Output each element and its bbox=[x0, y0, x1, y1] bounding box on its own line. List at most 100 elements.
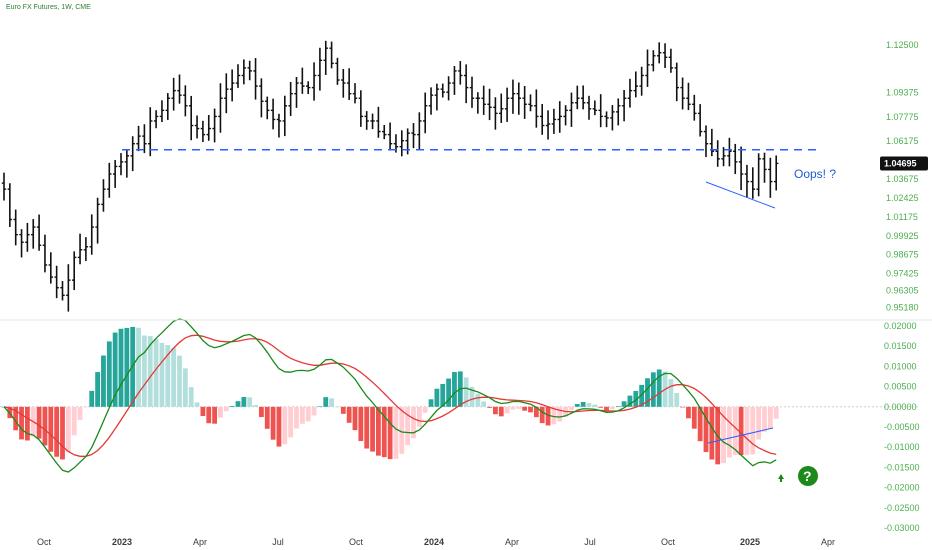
macd-histogram-bar bbox=[744, 406, 750, 455]
macd-tick-label: -0.03000 bbox=[884, 523, 920, 533]
macd-histogram-bar bbox=[294, 406, 299, 429]
macd-histogram-bar bbox=[393, 406, 399, 459]
macd-histogram-bar bbox=[574, 404, 580, 407]
price-bar bbox=[423, 92, 428, 134]
price-bar bbox=[247, 60, 252, 81]
price-bar bbox=[563, 105, 568, 126]
price-bar bbox=[499, 93, 504, 123]
question-mark-glyph: ? bbox=[803, 468, 812, 484]
price-bar bbox=[405, 128, 410, 155]
price-bar bbox=[83, 237, 89, 262]
price-bar bbox=[592, 100, 598, 116]
price-bar bbox=[627, 78, 633, 108]
price-bar bbox=[452, 66, 457, 95]
price-bar bbox=[241, 59, 247, 85]
macd-histogram-bar bbox=[282, 406, 288, 445]
price-bar bbox=[692, 94, 697, 121]
macd-histogram-bar bbox=[335, 406, 340, 408]
price-bar bbox=[475, 92, 481, 114]
price-bar bbox=[165, 93, 170, 120]
price-bar bbox=[183, 85, 188, 117]
macd-histogram-bar bbox=[89, 390, 95, 407]
x-tick-label: Oct bbox=[37, 537, 52, 547]
price-tick-label: 0.96305 bbox=[886, 286, 919, 296]
macd-histogram-bar bbox=[709, 406, 715, 460]
macd-histogram-bar bbox=[253, 405, 258, 407]
price-bar bbox=[715, 140, 720, 167]
macd-histogram-bar bbox=[773, 406, 779, 419]
price-bar bbox=[311, 62, 317, 101]
macd-histogram-bar bbox=[13, 406, 19, 431]
macd-line bbox=[3, 318, 777, 473]
price-bar bbox=[212, 108, 217, 143]
x-tick-label: Oct bbox=[349, 537, 364, 547]
price-bar bbox=[686, 82, 691, 111]
macd-histogram-bar bbox=[592, 404, 598, 407]
price-bar bbox=[504, 87, 510, 122]
macd-histogram-bar bbox=[586, 403, 592, 407]
macd-histogram-bar bbox=[77, 406, 83, 420]
axes: 1.12500 1.09375 1.07775 1.06175 1.03675 1.024… bbox=[0, 40, 932, 547]
price-bar bbox=[738, 146, 744, 191]
macd-histogram-bar bbox=[153, 339, 159, 407]
price-bar bbox=[101, 179, 106, 212]
macd-histogram-bar bbox=[516, 406, 522, 409]
macd-histogram-bar bbox=[159, 342, 165, 407]
macd-histogram-bar bbox=[650, 372, 656, 407]
macd-histogram-bar bbox=[218, 406, 223, 418]
macd-histogram-bar bbox=[434, 388, 440, 407]
price-bar bbox=[317, 47, 323, 91]
price-bar bbox=[463, 64, 469, 104]
macd-histogram-bar bbox=[604, 406, 609, 411]
macd-histogram-bar bbox=[691, 406, 697, 429]
macd-histogram-bar bbox=[545, 406, 551, 426]
price-bar bbox=[72, 251, 77, 291]
macd-histogram-bar bbox=[727, 406, 732, 458]
macd-histogram-bar bbox=[212, 406, 217, 424]
macd-histogram-bar bbox=[370, 406, 375, 452]
macd-histogram-bar bbox=[522, 406, 528, 411]
macd-histogram-bar bbox=[346, 406, 352, 423]
price-bar bbox=[253, 58, 258, 100]
price-bar bbox=[744, 164, 750, 198]
price-tick-label: 1.09375 bbox=[886, 88, 919, 98]
x-tick-label: Apr bbox=[505, 537, 519, 547]
macd-histogram-bar bbox=[171, 347, 177, 407]
price-bar bbox=[551, 108, 557, 134]
macd-histogram-bar bbox=[124, 327, 130, 407]
macd-histogram-bar bbox=[615, 406, 621, 407]
macd-histogram-bar bbox=[60, 406, 65, 460]
price-bar bbox=[674, 62, 679, 102]
macd-histogram-bar bbox=[194, 402, 200, 407]
macd-signal-line bbox=[3, 334, 777, 457]
price-bar bbox=[411, 123, 416, 149]
macd-tick-label: 0.00500 bbox=[884, 382, 917, 392]
x-tick-label: Apr bbox=[821, 537, 835, 547]
macd-histogram-bar bbox=[106, 341, 112, 407]
macd-histogram-bar bbox=[323, 397, 329, 407]
price-bar bbox=[428, 87, 434, 115]
macd-histogram-bar bbox=[452, 372, 457, 407]
price-bar bbox=[703, 125, 709, 158]
price-bar bbox=[177, 74, 182, 104]
macd-histogram-bar bbox=[422, 406, 428, 413]
macd-histogram-bar bbox=[539, 406, 545, 424]
macd-histogram-bar bbox=[188, 387, 194, 407]
price-tick-label: 0.97425 bbox=[886, 269, 919, 279]
price-bar bbox=[7, 183, 13, 228]
price-tick-label: 1.06175 bbox=[886, 136, 919, 146]
macd-histogram-bar bbox=[487, 406, 492, 408]
price-bar bbox=[306, 81, 311, 95]
price-bar bbox=[48, 252, 53, 284]
macd-histogram-bar bbox=[200, 406, 206, 417]
price-bar bbox=[417, 112, 422, 151]
macd-histogram-bar bbox=[668, 379, 674, 407]
price-bar bbox=[36, 214, 42, 251]
price-tick-label: 1.02425 bbox=[886, 193, 919, 203]
price-bar bbox=[540, 103, 545, 135]
price-bar bbox=[733, 143, 738, 175]
macd-histogram-bar bbox=[241, 396, 247, 407]
macd-histogram-bar bbox=[721, 406, 726, 464]
macd-histogram-bar bbox=[165, 345, 171, 407]
